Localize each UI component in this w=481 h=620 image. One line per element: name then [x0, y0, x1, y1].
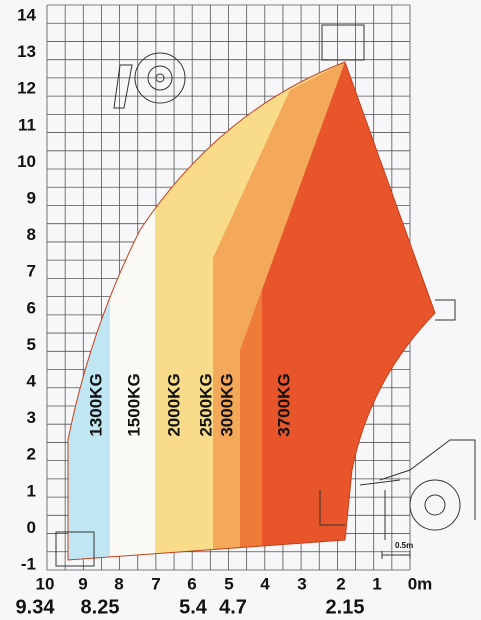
x-tick-label: 4 [260, 574, 270, 593]
zone-label: 2500KG [196, 373, 215, 436]
x-tick-label: 9 [78, 574, 87, 593]
x-tick-label: 3 [297, 574, 306, 593]
reach-label: 8.25 [81, 596, 120, 618]
y-tick-label: 3 [27, 408, 36, 427]
reach-label: 2.15 [326, 596, 365, 618]
y-tick-label: 4 [27, 371, 37, 390]
reach-label: 5.4 [179, 596, 208, 618]
zone-label: 3000KG [217, 373, 236, 436]
zone-label: 3700KG [274, 373, 293, 436]
y-tick-label: 14 [17, 5, 36, 24]
y-tick-label: 0 [27, 518, 36, 537]
zone-label: 2000KG [164, 373, 183, 436]
zone-label: 1300KG [86, 373, 105, 436]
x-tick-label: 10 [36, 574, 55, 593]
y-tick-label: 8 [27, 225, 36, 244]
y-tick-label: 5 [27, 335, 36, 354]
x-tick-label: 8 [114, 574, 123, 593]
y-tick-label: 12 [17, 79, 36, 98]
x-tick-label: 5 [224, 574, 233, 593]
reach-label: 4.7 [219, 596, 247, 618]
y-tick-label: 13 [17, 42, 36, 61]
x-tick-label: 7 [151, 574, 160, 593]
reach-label: 9.34 [16, 596, 56, 618]
y-tick-label: 1 [27, 481, 36, 500]
x-tick-label: 1 [372, 574, 381, 593]
y-tick-label: 6 [27, 298, 36, 317]
x-tick-label: 6 [187, 574, 196, 593]
y-tick-label: 7 [27, 262, 36, 281]
y-tick-label: -1 [21, 554, 36, 573]
zone-label: 1500KG [124, 373, 143, 436]
scale-note: 0.5m [395, 541, 413, 550]
x-tick-label: 0m [408, 574, 433, 593]
y-tick-label: 10 [17, 152, 36, 171]
y-tick-label: 11 [18, 115, 36, 134]
y-tick-label: 9 [27, 188, 36, 207]
load-chart: 0.5m 14131211109876543210-1109876543210m… [0, 0, 481, 620]
y-tick-label: 2 [27, 445, 36, 464]
x-tick-label: 2 [336, 574, 345, 593]
